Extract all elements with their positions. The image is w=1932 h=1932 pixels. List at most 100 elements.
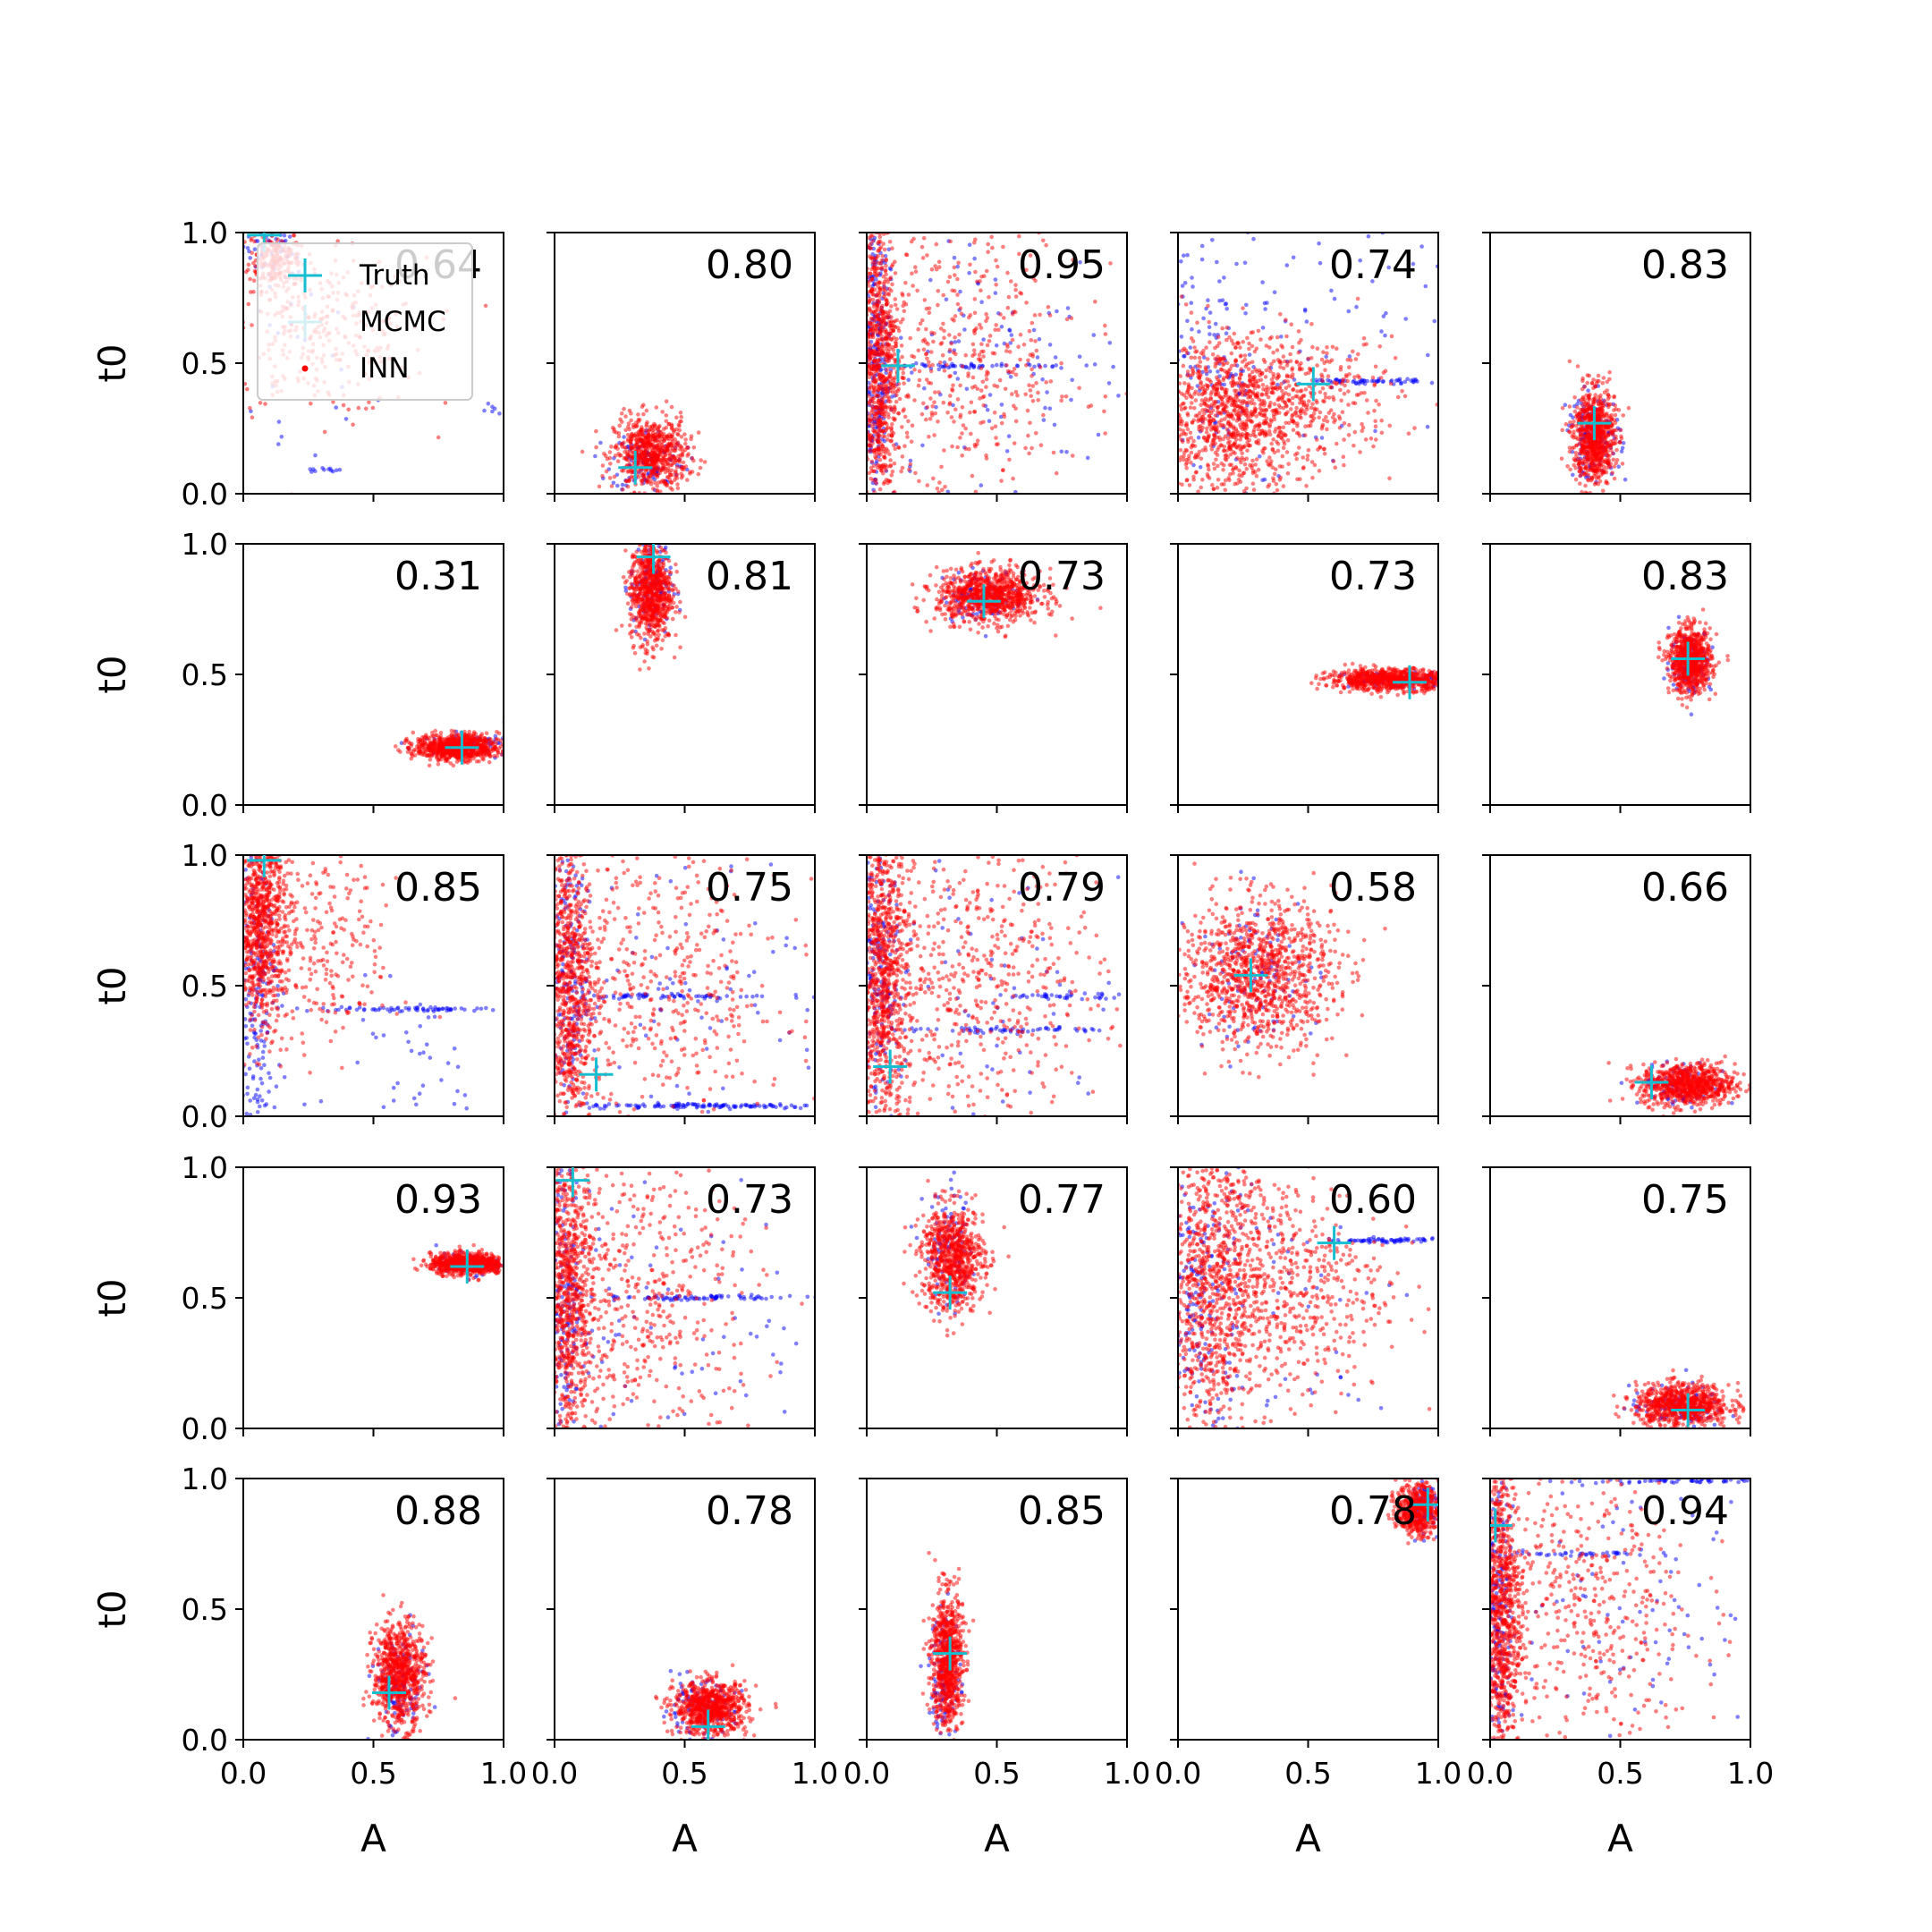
mcmc-point <box>1199 243 1205 249</box>
mcmc-point <box>999 402 1004 407</box>
inn-point <box>1174 407 1178 411</box>
mcmc-point <box>267 227 272 232</box>
inn-point <box>1211 442 1216 446</box>
panel-score: 0.95 <box>1018 242 1106 288</box>
inn-point <box>1269 390 1275 395</box>
inn-point <box>1585 477 1590 482</box>
inn-point <box>1315 400 1319 405</box>
inn-point <box>1268 369 1273 374</box>
mcmc-point <box>1078 259 1082 265</box>
mcmc-point <box>279 435 284 439</box>
inn-point <box>1192 455 1198 461</box>
inn-point <box>1200 478 1205 482</box>
inn-point <box>911 236 916 242</box>
inn-point <box>893 324 897 329</box>
inn-point <box>1237 468 1241 473</box>
inn-point <box>877 463 883 469</box>
inn-point <box>1296 431 1301 436</box>
inn-point <box>1199 414 1204 419</box>
mcmc-point <box>861 467 866 471</box>
inn-point <box>1360 422 1364 427</box>
inn-point <box>1013 287 1018 292</box>
mcmc-point <box>956 339 962 343</box>
inn-point <box>950 288 954 293</box>
inn-point <box>1575 405 1580 410</box>
inn-point <box>1218 423 1223 428</box>
mcmc-point <box>1096 432 1101 437</box>
inn-point <box>608 462 613 466</box>
inn-point <box>1254 414 1258 419</box>
inn-point <box>1274 481 1279 487</box>
inn-point <box>638 433 642 437</box>
inn-point <box>1253 393 1258 397</box>
inn-point <box>877 440 881 445</box>
inn-point <box>1275 487 1280 493</box>
inn-point <box>1216 394 1222 398</box>
mcmc-point <box>952 255 957 260</box>
inn-point <box>1239 372 1243 377</box>
inn-point <box>1013 406 1018 411</box>
inn-point <box>1229 338 1234 343</box>
inn-point <box>873 454 877 460</box>
inn-point <box>1190 394 1194 400</box>
inn-point <box>948 239 953 244</box>
inn-point <box>880 303 885 309</box>
inn-point <box>1271 350 1275 355</box>
inn-point <box>1002 316 1006 320</box>
inn-point <box>880 345 885 350</box>
inn-point <box>885 421 889 427</box>
inn-point <box>1179 407 1184 412</box>
inn-point <box>636 448 641 453</box>
inn-point <box>1227 462 1233 467</box>
inn-point <box>250 250 255 256</box>
inn-point <box>872 387 877 393</box>
inn-point <box>1235 444 1241 448</box>
inn-point <box>1189 450 1194 455</box>
inn-point <box>1224 458 1229 462</box>
inn-point <box>1246 417 1250 422</box>
inn-point <box>648 481 654 487</box>
inn-point <box>876 284 881 289</box>
inn-point <box>1233 411 1239 416</box>
inn-point <box>618 453 623 458</box>
inn-point <box>920 256 926 260</box>
mcmc-point <box>1185 318 1190 324</box>
inn-point <box>1267 424 1272 429</box>
inn-point <box>889 304 894 309</box>
inn-point <box>1601 376 1606 380</box>
inn-point <box>878 245 884 250</box>
inn-point <box>867 433 871 437</box>
inn-point <box>1191 367 1195 371</box>
inn-point <box>1228 423 1233 428</box>
inn-point <box>874 368 878 372</box>
inn-point <box>1238 437 1242 442</box>
inn-point <box>1342 437 1346 442</box>
inn-point <box>1314 437 1319 442</box>
inn-point <box>979 275 984 279</box>
inn-point <box>1269 419 1274 424</box>
mcmc-point <box>1185 252 1190 258</box>
inn-point <box>1173 391 1177 395</box>
inn-point <box>1323 395 1328 400</box>
inn-point <box>1250 343 1255 349</box>
inn-point <box>1198 360 1203 364</box>
mcmc-point <box>1190 326 1194 332</box>
inn-point <box>1030 445 1034 451</box>
inn-point <box>1264 368 1269 373</box>
inn-point <box>1320 386 1326 391</box>
inn-point <box>1178 447 1183 453</box>
inn-point <box>1281 425 1286 430</box>
inn-point <box>1209 447 1215 452</box>
mcmc-point <box>1008 341 1013 345</box>
inn-point <box>1284 391 1288 395</box>
inn-point <box>696 430 701 435</box>
inn-point <box>644 424 648 428</box>
inn-point <box>1353 357 1359 361</box>
inn-point <box>1277 426 1283 430</box>
mcmc-point <box>1172 326 1176 330</box>
mcmc-point <box>1619 449 1624 454</box>
mcmc-point <box>490 409 495 414</box>
inn-point <box>1307 399 1311 403</box>
inn-point <box>331 400 335 404</box>
mcmc-point <box>928 277 933 283</box>
